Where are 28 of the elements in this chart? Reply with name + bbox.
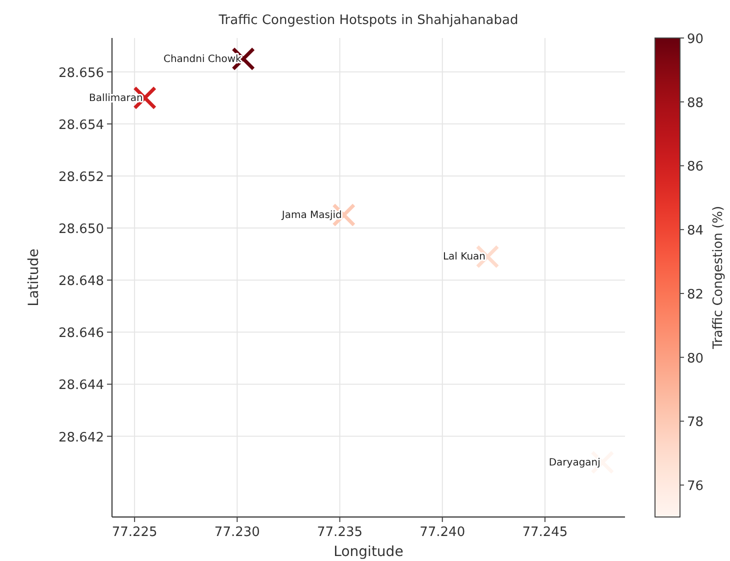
color-bar-label: 76 — [687, 479, 704, 494]
color-bar-label: 82 — [687, 287, 704, 302]
color-bar-label: 78 — [687, 415, 704, 430]
color-bar-label: 84 — [687, 224, 704, 239]
x-tick-label: 77.240 — [420, 525, 466, 540]
annotation: Lal Kuan — [442, 252, 486, 263]
y-tick-label: 28.652 — [58, 170, 104, 185]
color-bar-label: 80 — [687, 351, 704, 366]
y-tick-label: 28.644 — [58, 378, 104, 394]
color-bar-label: 88 — [687, 96, 704, 111]
color-bar-label: 90 — [687, 32, 704, 47]
annotation: Daryaganj — [548, 457, 600, 468]
color-bar-title: Traffic Congestion (%) — [711, 206, 726, 350]
y-axis-title: Latitude — [26, 248, 42, 306]
y-tick-label: 28.642 — [58, 430, 104, 446]
x-tick-label: 77.235 — [317, 525, 363, 540]
x-tick-label: 77.225 — [112, 525, 158, 540]
color-bar-label: 86 — [687, 160, 704, 175]
x-tick-label: 77.245 — [522, 525, 568, 540]
x-axis-title: Longitude — [334, 544, 404, 560]
chart-title: Traffic Congestion Hotspots in Shahjahanabad — [218, 13, 518, 28]
y-tick-label: 28.646 — [58, 326, 104, 342]
y-tick-label: 28.648 — [58, 274, 104, 290]
y-tick-label: 28.650 — [58, 222, 104, 238]
y-tick-label: 28.656 — [58, 66, 104, 81]
annotation: Jama Masjid — [280, 210, 342, 222]
x-tick-label: 77.230 — [214, 525, 260, 540]
y-tick-label: 28.654 — [58, 118, 104, 133]
